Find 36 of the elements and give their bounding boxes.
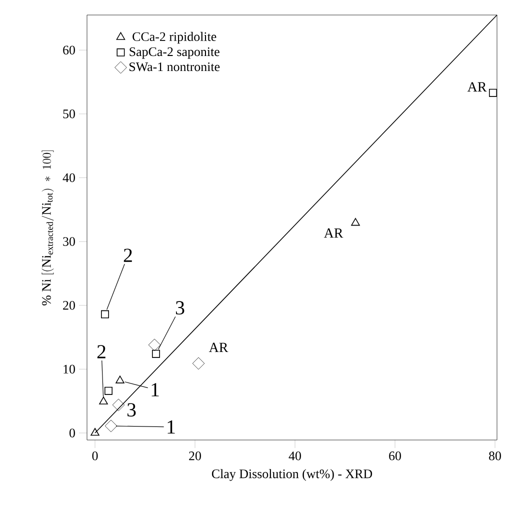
annotation: AR (208, 342, 228, 352)
y-tick-label: 20 (63, 300, 75, 310)
x-tick-label: 0 (92, 452, 98, 460)
y-axis-title: $\%\ \mathrm{Ni}\ [(\mathrm{Ni}_{\mathrm{extracted}}/\mathrm{Ni}_{\mathrm{tot}})\ *\ 100]$ (42, 150, 54, 306)
y-tick-label: 60 (63, 46, 75, 54)
legend-label: CCa-2 ripidolite (132, 32, 216, 44)
annotation: 3 (176, 301, 184, 315)
point (488, 88, 497, 97)
point (112, 398, 125, 412)
annotation: 1 (168, 420, 175, 434)
annotation: AR (467, 82, 487, 92)
annotation: 2 (124, 248, 132, 262)
point (148, 338, 161, 352)
point (90, 428, 100, 436)
y-tick-label: 0 (70, 428, 75, 438)
legend-label: SapCa-2 saponite (130, 47, 220, 59)
x-tick-label: 80 (489, 452, 501, 460)
x-tick-label: 40 (288, 452, 301, 460)
y-tick-label: 50 (63, 110, 75, 118)
point (101, 310, 109, 318)
y-tick-label: 40 (62, 173, 75, 182)
point (116, 376, 124, 384)
annotation: 1 (152, 383, 159, 396)
annotation: 3 (127, 403, 136, 417)
x-tick-label: 60 (389, 452, 401, 460)
point (152, 350, 160, 358)
x-tick-label: 20 (189, 452, 201, 460)
point (351, 218, 360, 226)
x-axis-title: Clay Dissolution (wt%) - XRD (212, 469, 372, 481)
annotation: AR (324, 228, 344, 238)
legend-label: SWa-1 nontronite (130, 62, 220, 72)
y-tick-label: 10 (64, 364, 75, 374)
y-tick-label: 30 (63, 237, 75, 246)
point (192, 357, 205, 370)
point (104, 420, 118, 432)
annotation: 2 (97, 345, 106, 358)
